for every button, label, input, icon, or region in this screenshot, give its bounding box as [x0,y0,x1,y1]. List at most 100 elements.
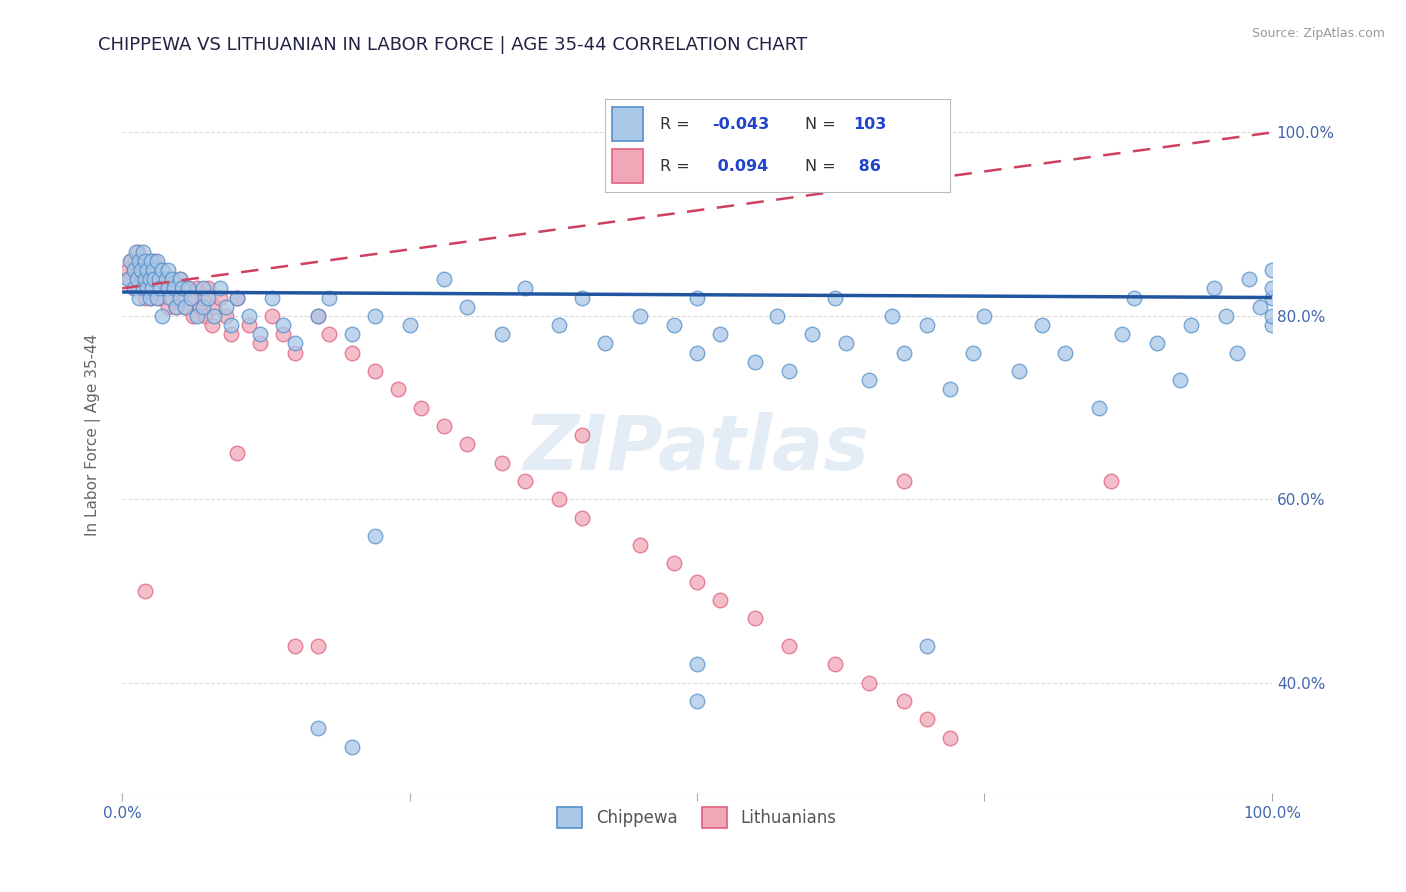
Lithuanians [202,300,225,314]
Lithuanians [134,583,156,598]
Lithuanians [307,639,329,653]
Lithuanians [122,281,145,295]
Chippewa [238,309,260,323]
Lithuanians [155,272,177,286]
Lithuanians [221,327,243,342]
Chippewa [139,253,162,268]
Lithuanians [186,281,208,295]
Lithuanians [152,281,174,295]
Lithuanians [284,345,307,359]
Chippewa [962,345,984,359]
Chippewa [150,309,173,323]
Lithuanians [778,639,800,653]
Chippewa [491,327,513,342]
Lithuanians [318,327,340,342]
Chippewa [1215,309,1237,323]
Chippewa [122,281,145,295]
Chippewa [1261,318,1284,332]
Chippewa [1261,263,1284,277]
Chippewa [226,291,249,305]
Chippewa [160,272,183,286]
Chippewa [858,373,880,387]
Chippewa [122,263,145,277]
Chippewa [169,272,191,286]
Lithuanians [141,263,163,277]
Lithuanians [174,300,197,314]
Lithuanians [132,281,155,295]
Lithuanians [132,263,155,277]
Lithuanians [387,382,409,396]
Chippewa [1031,318,1053,332]
Chippewa [915,318,938,332]
Chippewa [214,300,236,314]
Chippewa [142,263,165,277]
Chippewa [1249,300,1271,314]
Lithuanians [744,611,766,625]
Chippewa [340,739,363,754]
Y-axis label: In Labor Force | Age 35-44: In Labor Force | Age 35-44 [86,334,101,536]
Chippewa [307,309,329,323]
Lithuanians [571,510,593,524]
Chippewa [125,272,148,286]
Lithuanians [145,263,167,277]
Lithuanians [163,281,186,295]
Chippewa [686,657,709,672]
Chippewa [145,253,167,268]
Chippewa [138,291,160,305]
Chippewa [662,318,685,332]
Lithuanians [686,574,709,589]
Lithuanians [127,244,149,259]
Chippewa [128,253,150,268]
Chippewa [686,694,709,708]
Text: ZIPatlas: ZIPatlas [524,412,870,486]
Lithuanians [129,253,152,268]
Lithuanians [226,291,249,305]
Lithuanians [165,300,187,314]
Lithuanians [145,272,167,286]
Lithuanians [456,437,478,451]
Lithuanians [139,272,162,286]
Lithuanians [120,272,142,286]
Lithuanians [169,272,191,286]
Chippewa [271,318,294,332]
Chippewa [628,309,651,323]
Lithuanians [201,318,224,332]
Lithuanians [134,272,156,286]
Chippewa [398,318,420,332]
Lithuanians [170,281,193,295]
Chippewa [191,300,214,314]
Chippewa [149,281,172,295]
Lithuanians [188,300,211,314]
Chippewa [155,272,177,286]
Chippewa [174,300,197,314]
Lithuanians [939,731,962,745]
Chippewa [163,281,186,295]
Lithuanians [893,694,915,708]
Lithuanians [208,291,231,305]
Lithuanians [249,336,271,351]
Chippewa [125,244,148,259]
Lithuanians [364,364,387,378]
Lithuanians [571,428,593,442]
Chippewa [709,327,731,342]
Chippewa [197,291,219,305]
Lithuanians [858,675,880,690]
Chippewa [221,318,243,332]
Lithuanians [169,291,191,305]
Lithuanians [191,291,214,305]
Lithuanians [128,281,150,295]
Lithuanians [125,272,148,286]
Chippewa [1122,291,1144,305]
Lithuanians [662,557,685,571]
Lithuanians [139,291,162,305]
Lithuanians [143,253,166,268]
Chippewa [340,327,363,342]
Chippewa [186,309,208,323]
Chippewa [150,263,173,277]
Lithuanians [271,327,294,342]
Chippewa [117,272,139,286]
Chippewa [170,281,193,295]
Legend: Chippewa, Lithuanians: Chippewa, Lithuanians [551,801,844,834]
Lithuanians [125,253,148,268]
Chippewa [1146,336,1168,351]
